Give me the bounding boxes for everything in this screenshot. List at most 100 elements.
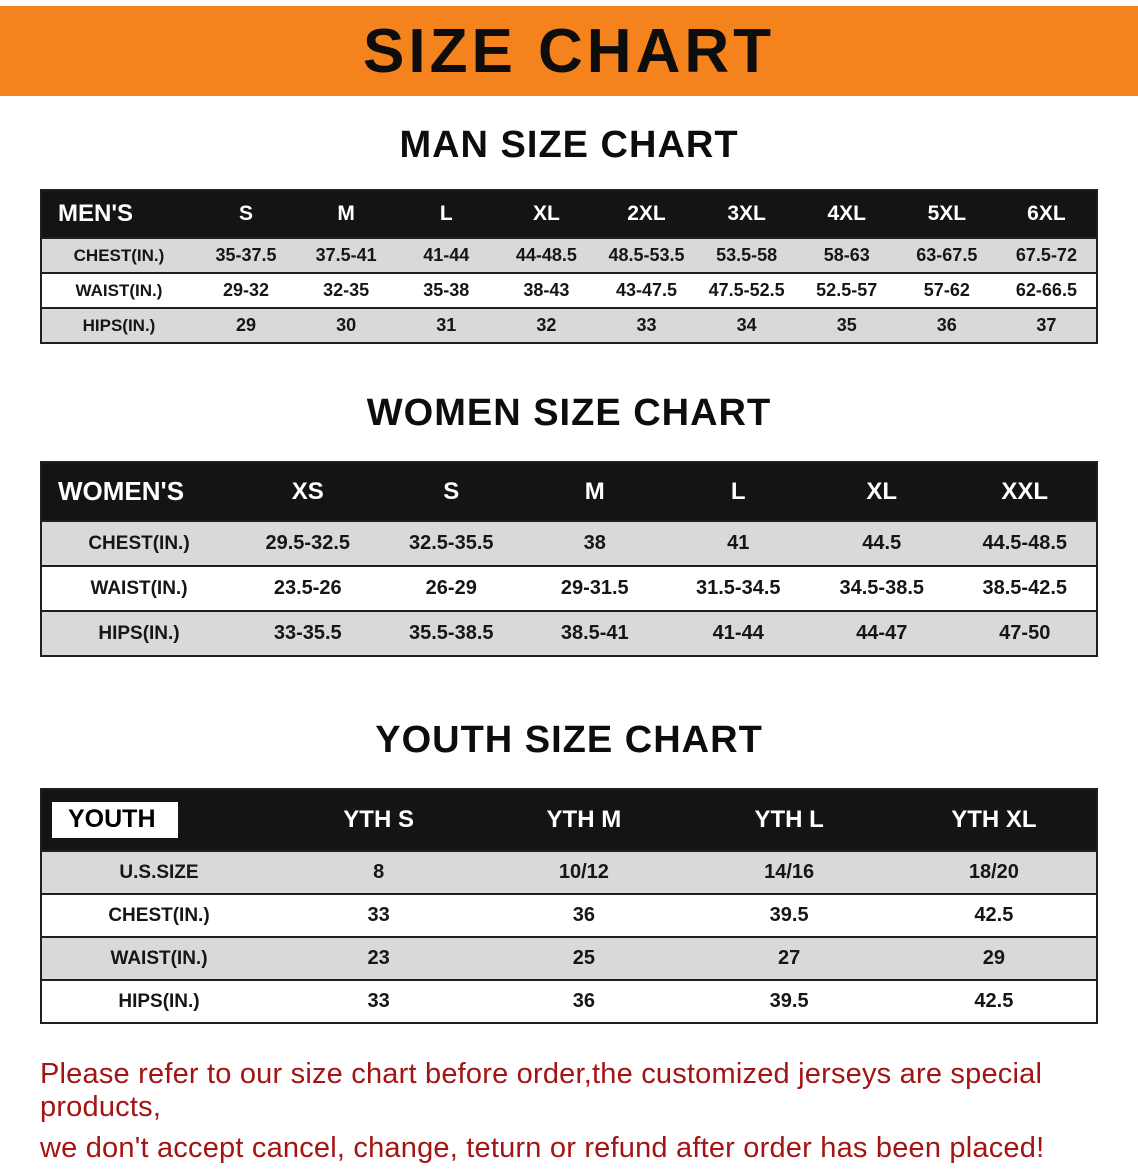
table-row: WAIST(IN.) 23.5-26 26-29 29-31.5 31.5-34.5 34… bbox=[41, 566, 1097, 611]
size-value-cell: 41 bbox=[727, 532, 750, 554]
size-value-cell: 32.5-35.5 bbox=[408, 532, 494, 554]
size-charts: MAN SIZE CHART MEN'S S M L XL 2XL 3XL 4XL 5XL 6XL… bbox=[0, 124, 1138, 1024]
size-value-cell: 44-48.5 bbox=[515, 245, 577, 265]
size-value-cell: 34 bbox=[736, 315, 757, 335]
size-value-cell: 42.5 bbox=[974, 904, 1014, 926]
size-value-cell: 14/16 bbox=[764, 861, 815, 883]
size-value-cell: 36 bbox=[572, 904, 595, 926]
size-value-cell: 44.5-48.5 bbox=[982, 532, 1067, 554]
size-column-header: 4XL bbox=[796, 190, 897, 238]
table-header-label: YOUTH bbox=[41, 789, 276, 851]
women-size-table: WOMEN'S XS S M L XL XXL CHEST(IN.) 29.5-32.5 32.5… bbox=[40, 461, 1098, 657]
size-value-cell: 30 bbox=[336, 315, 357, 335]
size-column-header: L bbox=[666, 462, 810, 521]
size-value-cell: 44-47 bbox=[856, 622, 908, 644]
table-header-label: MEN'S bbox=[41, 190, 196, 238]
size-value-cell: 33-35.5 bbox=[273, 622, 342, 644]
row-label: WAIST(IN.) bbox=[90, 577, 188, 599]
size-value-cell: 35-38 bbox=[423, 280, 470, 300]
size-value-cell: 38-43 bbox=[523, 280, 570, 300]
youth-size-section: YOUTH SIZE CHART YOUTH YTH S YTH M YTH L YTH… bbox=[0, 719, 1138, 1024]
size-column-header: YTH XL bbox=[891, 789, 1097, 851]
youth-size-table: YOUTH YTH S YTH M YTH L YTH XL U.S.SIZE 8 10/12… bbox=[40, 788, 1098, 1024]
size-value-cell: 39.5 bbox=[769, 990, 809, 1012]
women-chart-title: WOMEN SIZE CHART bbox=[366, 392, 772, 434]
size-value-cell: 27 bbox=[778, 947, 801, 969]
row-label: CHEST(IN.) bbox=[73, 245, 165, 265]
size-column-header: XL bbox=[810, 462, 954, 521]
size-value-cell: 42.5 bbox=[974, 990, 1014, 1012]
size-value-cell: 29-32 bbox=[223, 280, 270, 300]
size-value-cell: 47.5-52.5 bbox=[708, 280, 785, 300]
size-value-cell: 47-50 bbox=[999, 622, 1051, 644]
size-value-cell: 39.5 bbox=[769, 904, 809, 926]
size-column-header: YTH L bbox=[686, 789, 892, 851]
row-label: WAIST(IN.) bbox=[110, 947, 208, 969]
size-value-cell: 48.5-53.5 bbox=[608, 245, 685, 265]
size-value-cell: 67.5-72 bbox=[1015, 245, 1077, 265]
size-column-header: 5XL bbox=[896, 190, 997, 238]
size-value-cell: 41-44 bbox=[423, 245, 470, 265]
table-header-label-text: WOMEN'S bbox=[58, 476, 185, 506]
size-value-cell: 10/12 bbox=[558, 861, 609, 883]
men-size-table: MEN'S S M L XL 2XL 3XL 4XL 5XL 6XL CHEST(IN.) 35-37… bbox=[40, 189, 1098, 344]
size-value-cell: 32-35 bbox=[323, 280, 370, 300]
size-value-cell: 36 bbox=[936, 315, 957, 335]
table-header-row: MEN'S S M L XL 2XL 3XL 4XL 5XL 6XL bbox=[41, 190, 1097, 238]
size-value-cell: 38 bbox=[583, 532, 606, 554]
size-value-cell: 43-47.5 bbox=[615, 280, 678, 300]
size-column-header: 2XL bbox=[596, 190, 697, 238]
size-value-cell: 31 bbox=[436, 315, 457, 335]
size-column-header: 6XL bbox=[996, 190, 1097, 238]
size-value-cell: 37.5-41 bbox=[315, 245, 377, 265]
size-value-cell: 18/20 bbox=[968, 861, 1019, 883]
table-row: U.S.SIZE 8 10/12 14/16 18/20 bbox=[41, 851, 1097, 894]
size-column-header: 3XL bbox=[696, 190, 797, 238]
size-column-header: YTH M bbox=[481, 789, 687, 851]
size-value-cell: 36 bbox=[572, 990, 595, 1012]
size-value-cell: 29 bbox=[236, 315, 257, 335]
table-header-label-text: MEN'S bbox=[58, 200, 134, 227]
row-label: U.S.SIZE bbox=[119, 861, 199, 883]
size-value-cell: 33 bbox=[367, 904, 390, 926]
size-value-cell: 29-31.5 bbox=[560, 577, 629, 599]
size-column-header: YTH S bbox=[276, 789, 482, 851]
size-column-header: L bbox=[396, 190, 497, 238]
table-row: WAIST(IN.) 29-32 32-35 35-38 38-43 43-47.5 47.… bbox=[41, 273, 1097, 308]
size-value-cell: 26-29 bbox=[425, 577, 477, 599]
size-value-cell: 41-44 bbox=[712, 622, 764, 644]
table-header-row: YOUTH YTH S YTH M YTH L YTH XL bbox=[41, 789, 1097, 851]
size-value-cell: 38.5-41 bbox=[560, 622, 629, 644]
size-value-cell: 58-63 bbox=[823, 245, 870, 265]
disclaimer-line-1: Please refer to our size chart before or… bbox=[40, 1058, 1043, 1123]
table-header-label: WOMEN'S bbox=[41, 462, 236, 521]
table-row: CHEST(IN.) 29.5-32.5 32.5-35.5 38 41 44.5 44.5… bbox=[41, 521, 1097, 566]
size-value-cell: 33 bbox=[367, 990, 390, 1012]
table-header-label-text: YOUTH bbox=[52, 802, 178, 838]
row-label: HIPS(IN.) bbox=[98, 622, 180, 644]
table-row: HIPS(IN.) 29 30 31 32 33 34 35 36 37 bbox=[41, 308, 1097, 343]
men-size-section: MAN SIZE CHART MEN'S S M L XL 2XL 3XL 4XL 5XL 6XL… bbox=[0, 124, 1138, 344]
size-value-cell: 53.5-58 bbox=[716, 245, 778, 265]
size-value-cell: 62-66.5 bbox=[1015, 280, 1077, 300]
size-column-header: S bbox=[196, 190, 297, 238]
size-value-cell: 23 bbox=[367, 947, 390, 969]
youth-chart-title: YOUTH SIZE CHART bbox=[375, 719, 763, 761]
size-value-cell: 35-37.5 bbox=[215, 245, 277, 265]
size-column-header: M bbox=[523, 462, 667, 521]
table-row: CHEST(IN.) 35-37.5 37.5-41 41-44 44-48.5 48.5… bbox=[41, 238, 1097, 273]
size-value-cell: 35.5-38.5 bbox=[408, 622, 494, 644]
table-row: HIPS(IN.) 33-35.5 35.5-38.5 38.5-41 41-44 44-… bbox=[41, 611, 1097, 656]
size-value-cell: 33 bbox=[636, 315, 657, 335]
size-value-cell: 63-67.5 bbox=[916, 245, 978, 265]
size-value-cell: 31.5-34.5 bbox=[695, 577, 781, 599]
table-row: HIPS(IN.) 33 36 39.5 42.5 bbox=[41, 980, 1097, 1023]
men-chart-title: MAN SIZE CHART bbox=[399, 124, 739, 166]
size-value-cell: 34.5-38.5 bbox=[839, 577, 924, 599]
row-label: HIPS(IN.) bbox=[118, 990, 200, 1012]
disclaimer-line-2: we don't accept cancel, change, teturn o… bbox=[40, 1132, 1045, 1164]
size-value-cell: 37 bbox=[1036, 315, 1057, 335]
size-value-cell: 25 bbox=[572, 947, 595, 969]
table-header-row: WOMEN'S XS S M L XL XXL bbox=[41, 462, 1097, 521]
